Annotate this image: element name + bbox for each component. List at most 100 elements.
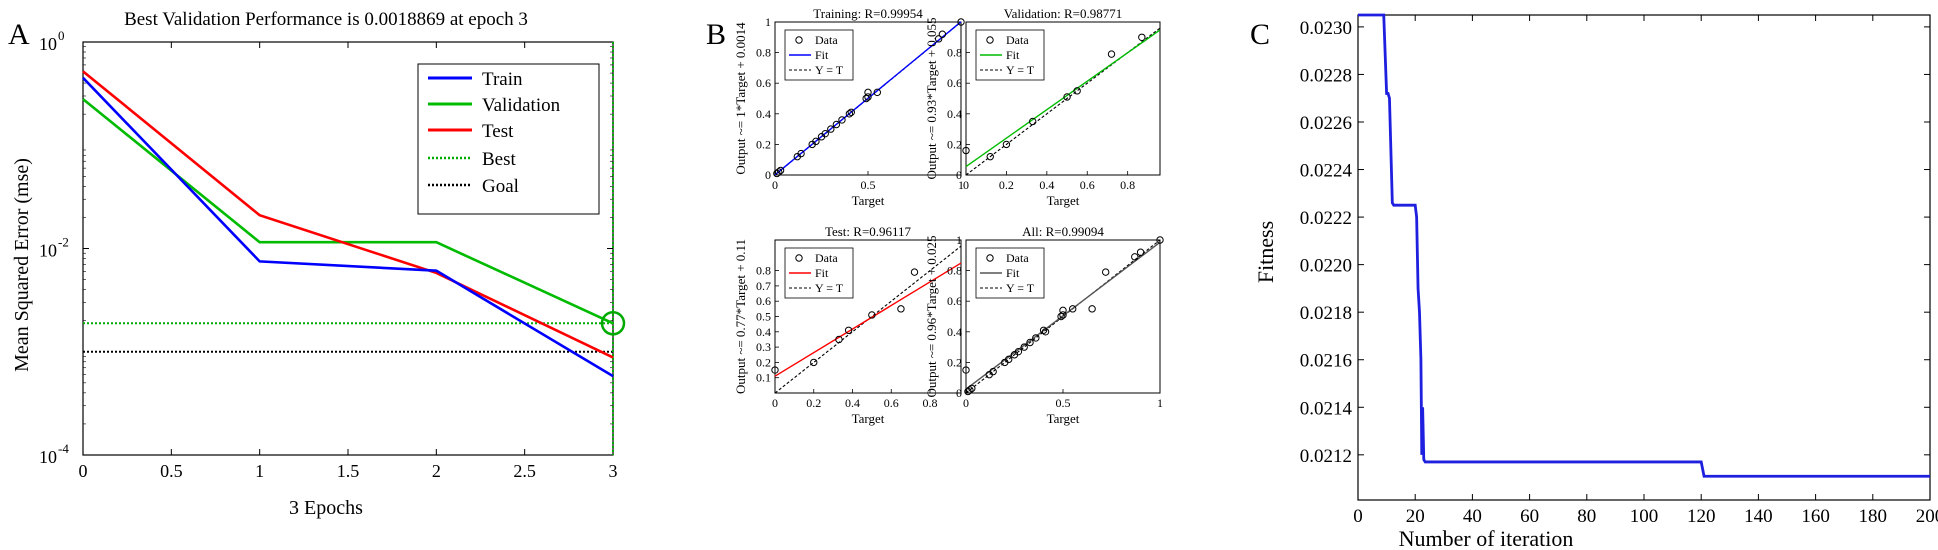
- y-tick-label: 0.0216: [1300, 351, 1352, 372]
- data-point: [968, 384, 976, 393]
- y-tick-label: 0.2: [947, 355, 962, 369]
- x-tick-label: 1: [1157, 396, 1163, 410]
- data-point: [1059, 306, 1067, 315]
- y-tick-label: 0.8: [947, 264, 962, 278]
- y-tick-label: 0: [956, 386, 962, 400]
- x-tick-label: 1.5: [337, 461, 360, 481]
- panel-a-xlabel: 3 Epochs: [289, 497, 363, 519]
- subplot-title: Training: R=0.99954: [813, 6, 923, 21]
- panel-a-ylabel: Mean Squared Error (mse): [11, 158, 33, 372]
- x-tick-label: 0: [963, 396, 969, 410]
- legend-identity-label: Y = T: [1006, 63, 1035, 77]
- data-point: [1026, 338, 1034, 347]
- identity-line: [774, 245, 962, 394]
- data-point: [810, 358, 818, 367]
- fit-line: [965, 241, 1161, 390]
- y-tick-label: 0.0222: [1300, 208, 1352, 229]
- data-point: [1059, 311, 1067, 319]
- data-point: [844, 326, 853, 334]
- regression-subplot-1: Training: R=0.99954 Target Output ~= 1*Tar…: [733, 6, 965, 208]
- data-point: [864, 93, 872, 101]
- y-tick-label: 0: [765, 168, 771, 182]
- subplot-ylabel: Output ~= 1*Target + 0.0014: [733, 22, 748, 175]
- data-point: [797, 149, 805, 158]
- y-tick-label: 0.7: [756, 279, 771, 293]
- y-tick-label: 0.6: [756, 76, 771, 90]
- data-point: [938, 30, 947, 38]
- panel-label-b: B: [706, 18, 726, 51]
- y-tick-label: 0: [956, 168, 962, 182]
- y-tick-exponent: 0: [58, 28, 65, 43]
- legend-fit-label: Fit: [1006, 266, 1020, 280]
- subplot-xlabel: Target: [1047, 411, 1080, 426]
- y-tick-label: 0.8: [756, 264, 771, 278]
- y-tick-label: 0.0212: [1300, 446, 1352, 467]
- x-tick-label: 120: [1687, 506, 1716, 527]
- data-point: [832, 120, 841, 129]
- legend-data-marker: [795, 254, 803, 262]
- data-point: [1020, 343, 1028, 351]
- x-tick-label: 20: [1406, 506, 1425, 527]
- legend-identity-label: Y = T: [1006, 281, 1035, 295]
- x-tick-label: 0: [772, 178, 778, 192]
- x-tick-label: 160: [1801, 506, 1830, 527]
- data-point: [827, 125, 835, 133]
- y-tick-exponent: -4: [58, 441, 69, 456]
- data-point: [1069, 305, 1077, 313]
- data-point: [1101, 268, 1110, 276]
- panel-label-a: A: [8, 18, 30, 51]
- legend-train-label: Train: [482, 69, 523, 90]
- subplot-title: Validation: R=0.98771: [1004, 6, 1123, 21]
- x-tick-label: 1: [255, 461, 264, 481]
- x-tick-label: 0.8: [1120, 178, 1135, 192]
- x-tick-label: 140: [1744, 506, 1773, 527]
- x-tick-label: 0.2: [806, 396, 821, 410]
- y-tick-label: 0.4: [947, 325, 962, 339]
- y-tick-label: 0.0230: [1300, 18, 1352, 39]
- x-tick-label: 80: [1577, 506, 1596, 527]
- data-point: [775, 168, 783, 176]
- y-tick-label: 10: [39, 34, 57, 54]
- x-tick-label: 0.6: [884, 396, 899, 410]
- data-point: [864, 88, 872, 97]
- y-tick-label: 0.6: [947, 76, 962, 90]
- y-tick-label: 0.2: [756, 137, 771, 151]
- data-point: [986, 152, 994, 161]
- subplot-ylabel: Output ~= 0.93*Target + 0.055: [924, 17, 939, 179]
- data-point: [1131, 253, 1139, 261]
- legend-fit-label: Fit: [815, 266, 829, 280]
- subplot-title: All: R=0.99094: [1022, 224, 1104, 239]
- legend-identity-label: Y = T: [815, 63, 844, 77]
- y-tick-label: 0.2: [947, 137, 962, 151]
- y-tick-label: 1: [956, 233, 962, 247]
- legend-best-label: Best: [482, 149, 517, 170]
- data-point: [1014, 347, 1023, 356]
- regression-subplot-3: Test: R=0.96117 Target Output ~= 0.77*Targ…: [733, 224, 962, 426]
- best-validation-marker: [600, 311, 626, 336]
- series-train-line: [82, 76, 614, 378]
- data-point: [1138, 33, 1146, 41]
- y-tick-label: 0.0214: [1300, 398, 1353, 419]
- legend-data-label: Data: [1006, 33, 1029, 47]
- y-tick-label: 0.0218: [1300, 303, 1352, 324]
- data-point: [1002, 140, 1011, 149]
- panel-c: C Number of iteration Fitness 0 20 40 60 80 1…: [1250, 13, 1938, 550]
- data-point: [821, 129, 829, 138]
- x-tick-label: 0.4: [845, 396, 860, 410]
- subplot-ylabel: Output ~= 0.77*Target + 0.11: [733, 239, 748, 394]
- data-point: [1039, 326, 1048, 334]
- panel-c-ylabel: Fitness: [1253, 221, 1278, 283]
- panel-c-frame: [1357, 14, 1931, 501]
- y-tick-label: 0.5: [756, 310, 771, 324]
- data-point: [1063, 93, 1071, 101]
- data-point: [1136, 248, 1145, 256]
- data-point: [966, 386, 974, 394]
- subplot-xlabel: Target: [852, 193, 885, 208]
- y-tick-label: 0.4: [756, 107, 771, 121]
- data-point: [1107, 50, 1116, 58]
- y-tick-label: 0.4: [947, 107, 962, 121]
- data-point: [962, 146, 970, 155]
- x-tick-label: 100: [1630, 506, 1659, 527]
- data-point: [1028, 117, 1037, 126]
- legend-data-label: Data: [815, 251, 838, 265]
